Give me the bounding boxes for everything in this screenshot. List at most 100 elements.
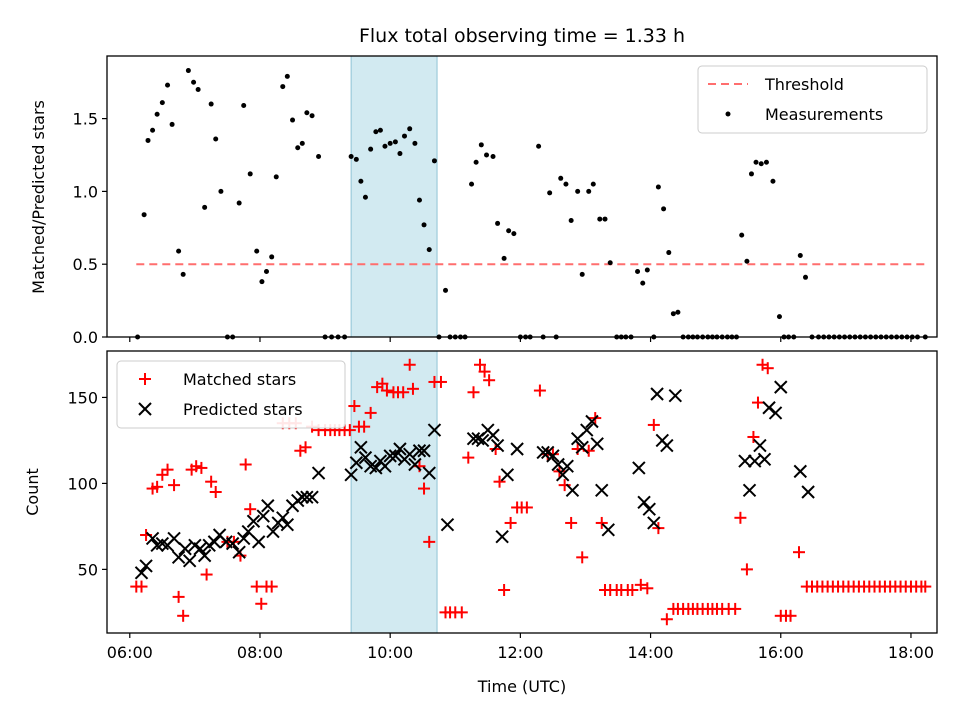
matched-star-point (177, 609, 190, 622)
measurement-point (495, 220, 501, 226)
matched-star-point (172, 590, 185, 603)
legend-measurements-swatch (725, 111, 731, 117)
predicted-star-point (793, 464, 808, 479)
measurement-point (263, 268, 269, 274)
matched-star-point (239, 458, 252, 471)
measurement-point (563, 181, 569, 187)
bottom-legend: Matched stars Predicted stars (116, 360, 346, 429)
matched-star-point (364, 406, 377, 419)
measurement-point (154, 111, 160, 117)
predicted-star-point (560, 459, 574, 473)
predicted-star-point (555, 468, 570, 482)
predicted-star-point (580, 423, 594, 437)
matched-star-point (792, 546, 805, 559)
measurement-point (770, 178, 776, 184)
predicted-star-point (236, 531, 251, 546)
x-tick-label: 08:00 (237, 643, 283, 662)
y-tick-label: 100 (67, 474, 98, 493)
predicted-star-point (300, 490, 314, 504)
predicted-star-point (632, 461, 646, 475)
measurement-point (392, 139, 398, 145)
measurement-point (218, 188, 224, 194)
measurement-point (484, 152, 490, 158)
predicted-star-point (546, 449, 560, 463)
predicted-star-point (256, 509, 270, 523)
predicted-star-point (261, 499, 275, 513)
measurement-point (661, 206, 667, 212)
matched-star-point (467, 386, 480, 399)
matched-star-point (161, 463, 174, 476)
predicted-star-point (495, 530, 509, 544)
matched-star-point (474, 358, 487, 371)
matched-star-point (406, 382, 419, 395)
legend-predicted-label: Predicted stars (183, 400, 303, 419)
measurement-point (377, 127, 383, 133)
predicted-star-point (354, 440, 368, 454)
x-tick-label: 18:00 (888, 643, 934, 662)
matched-star-point (403, 358, 416, 371)
measurement-point (758, 161, 764, 167)
measurement-point (421, 222, 427, 228)
predicted-star-point (768, 406, 783, 420)
predicted-star-point (241, 524, 255, 539)
predicted-star-point (742, 483, 757, 497)
measurement-point (247, 171, 253, 177)
predicted-star-point (753, 438, 767, 453)
bottom-legend-box (116, 360, 346, 429)
measurement-point (666, 250, 672, 256)
matched-star-point (729, 602, 742, 615)
legend-matched-label: Matched stars (183, 370, 296, 389)
measurement-point (241, 103, 247, 109)
matched-star-point (483, 374, 496, 387)
matched-star-point (493, 475, 506, 488)
measurement-point (401, 133, 407, 139)
measurement-point (744, 258, 750, 264)
measurement-point (191, 79, 197, 85)
measurement-point (280, 84, 286, 90)
predicted-star-point (358, 450, 373, 465)
matched-star-point (380, 384, 393, 397)
measurement-point (407, 126, 413, 132)
measurement-point (675, 309, 681, 315)
predicted-star-point (139, 559, 153, 573)
predicted-star-point (412, 444, 427, 458)
bottom-y-axis-label: Count (23, 468, 42, 516)
measurement-point (368, 146, 374, 152)
predicted-star-point (193, 542, 207, 556)
measurement-point (443, 287, 449, 293)
x-tick-label: 16:00 (758, 643, 804, 662)
measurement-point (353, 156, 359, 162)
matched-star-point (151, 480, 164, 493)
matched-star-point (647, 418, 660, 431)
measurement-point (644, 267, 650, 273)
measurement-point (412, 140, 418, 146)
legend-threshold-label: Threshold (764, 75, 844, 94)
y-tick-label: 0.0 (73, 328, 98, 347)
predicted-star-point (500, 468, 515, 482)
predicted-star-point (440, 517, 455, 532)
predicted-star-point (642, 502, 656, 516)
matched-star-point (244, 503, 257, 516)
measurement-point (290, 117, 296, 123)
predicted-star-point (383, 449, 397, 463)
predicted-star-point (305, 490, 319, 504)
top-legend-box (697, 65, 928, 134)
measurement-point (797, 252, 803, 258)
matched-star-point (478, 365, 491, 378)
measurement-point (358, 178, 364, 184)
measurement-point (185, 68, 191, 74)
predicted-star-point (207, 535, 222, 549)
x-tick-label: 10:00 (367, 643, 413, 662)
measurement-point (309, 113, 315, 119)
matched-star-point (156, 468, 169, 481)
measurement-point (558, 175, 564, 181)
matched-star-point (641, 582, 654, 595)
measurement-point (478, 142, 484, 148)
measurement-point (511, 231, 517, 237)
y-tick-label: 50 (78, 560, 98, 579)
measurement-point (373, 129, 379, 135)
x-axis-label: Time (UTC) (477, 677, 566, 696)
predicted-star-point (393, 442, 407, 456)
measurement-point (607, 260, 613, 266)
measurement-point (426, 247, 432, 253)
